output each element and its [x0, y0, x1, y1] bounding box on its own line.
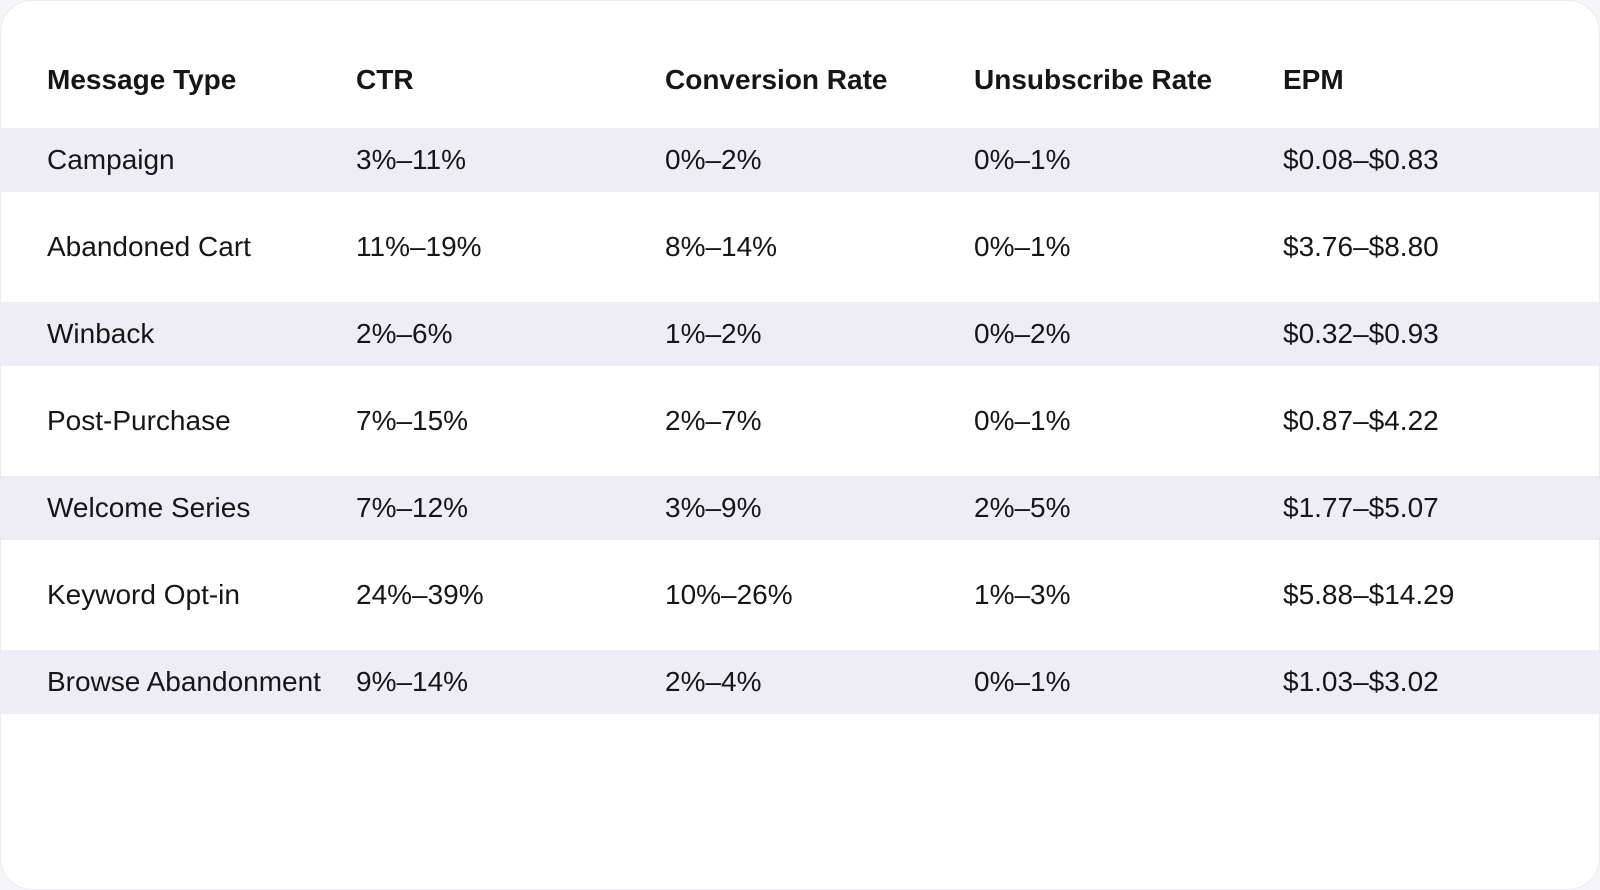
table-cell: 10%–26%: [665, 579, 793, 610]
table-cell: 1%–3%: [974, 579, 1071, 610]
table-cell: 0%–1%: [974, 650, 1283, 714]
table-cell: 2%–6%: [356, 302, 665, 366]
column-header: Unsubscribe Rate: [974, 64, 1213, 95]
table-cell: $0.32–$0.93: [1283, 302, 1599, 366]
row-label: Winback: [1, 302, 356, 366]
table-cell: 11%–19%: [356, 231, 482, 262]
table-cell: 0%–1%: [974, 231, 1071, 262]
table-body: Campaign 3%–11% 0%–2% 0%–1% $0.08–$0.83 Aband…: [1, 128, 1599, 714]
table-cell: 0%–2%: [974, 302, 1283, 366]
table-row: Welcome Series 7%–12% 3%–9% 2%–5% $1.77–$5.0…: [1, 476, 1599, 540]
table-cell: 1%–2%: [665, 302, 974, 366]
table-cell: 0%–1%: [974, 405, 1071, 436]
table-cell: 2%–4%: [665, 650, 974, 714]
header-row: Message Type CTR Conversion Rate Unsubscrib…: [1, 55, 1599, 105]
table-cell: $5.88–$14.29: [1283, 579, 1455, 610]
table-row: Winback 2%–6% 1%–2% 0%–2% $0.32–$0.93: [1, 302, 1599, 366]
row-label: Browse Abandonment: [1, 650, 356, 714]
table-cell: 9%–14%: [356, 650, 665, 714]
table-cell: 0%–2%: [665, 128, 974, 192]
table-cell: 3%–9%: [665, 476, 974, 540]
table-cell: 3%–11%: [356, 128, 665, 192]
table-row: Campaign 3%–11% 0%–2% 0%–1% $0.08–$0.83: [1, 128, 1599, 192]
row-label: Welcome Series: [1, 476, 356, 540]
table-cell: 7%–15%: [356, 405, 469, 436]
row-label: Keyword Opt-in: [47, 579, 240, 610]
row-label: Post-Purchase: [47, 405, 231, 436]
table-row: Post-Purchase 7%–15% 2%–7% 0%–1% $0.87–$4.22: [1, 389, 1599, 453]
table-cell: $1.03–$3.02: [1283, 650, 1599, 714]
table-cell: 0%–1%: [974, 128, 1283, 192]
table-row: Keyword Opt-in 24%–39% 10%–26% 1%–3% $5.88–$…: [1, 563, 1599, 627]
table-cell: $1.77–$5.07: [1283, 476, 1599, 540]
table-row: Browse Abandonment 9%–14% 2%–4% 0%–1% $1.03–…: [1, 650, 1599, 714]
column-header: Conversion Rate: [665, 64, 888, 95]
table-cell: 8%–14%: [665, 231, 778, 262]
row-label: Abandoned Cart: [47, 231, 251, 262]
table-header: Message Type CTR Conversion Rate Unsubscrib…: [1, 55, 1599, 105]
table-cell: 2%–5%: [974, 476, 1283, 540]
table-cell: 2%–7%: [665, 405, 762, 436]
table-cell: $0.87–$4.22: [1283, 405, 1439, 436]
column-header: Message Type: [47, 64, 237, 95]
table-cell: 24%–39%: [356, 579, 484, 610]
row-label: Campaign: [1, 128, 356, 192]
table-cell: $3.76–$8.80: [1283, 231, 1439, 262]
column-header: EPM: [1283, 64, 1344, 95]
table-cell: $0.08–$0.83: [1283, 128, 1599, 192]
column-header: CTR: [356, 64, 414, 95]
table-cell: 7%–12%: [356, 476, 665, 540]
table-row: Abandoned Cart 11%–19% 8%–14% 0%–1% $3.76–$8…: [1, 215, 1599, 279]
benchmark-table: Message Type CTR Conversion Rate Unsubscrib…: [1, 32, 1599, 737]
